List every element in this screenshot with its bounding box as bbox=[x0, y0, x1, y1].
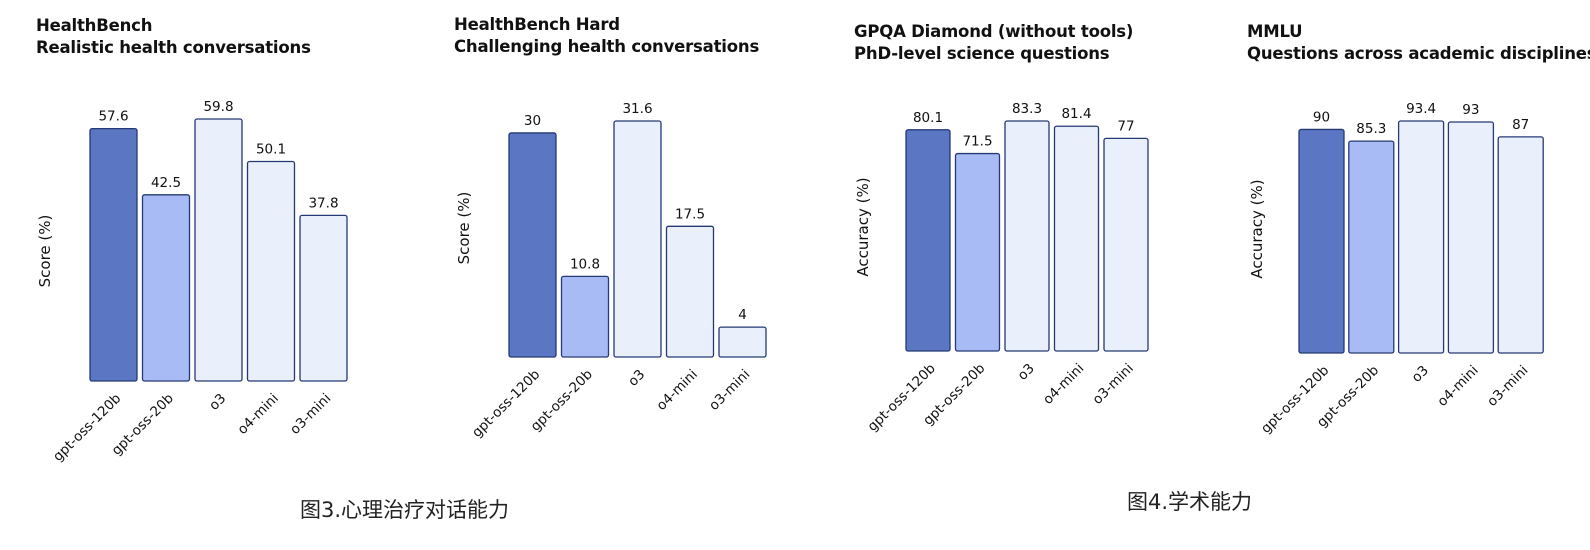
bar-o3 bbox=[1004, 120, 1050, 352]
chart-title: HealthBench Hard bbox=[454, 15, 620, 34]
bar-chart-gpqa-diamond: Accuracy (%)80.1gpt-oss-120b71.5gpt-oss-… bbox=[854, 101, 1149, 435]
x-tick-label: o4-mini bbox=[1434, 363, 1481, 410]
bar-o4-mini bbox=[246, 160, 296, 382]
chart-subtitle: Realistic health conversations bbox=[36, 38, 311, 57]
bar-value-label: 57.6 bbox=[98, 109, 128, 125]
bar-o3 bbox=[613, 120, 662, 358]
bar-o4-mini bbox=[1053, 125, 1100, 352]
bar-gpt-oss-20b bbox=[560, 275, 610, 358]
bar-o3-mini bbox=[1497, 136, 1544, 354]
bar-value-label: 90 bbox=[1313, 109, 1330, 125]
bar-gpt-oss-120b bbox=[1298, 128, 1345, 354]
y-axis-label: Score (%) bbox=[455, 192, 473, 265]
bar-value-label: 80.1 bbox=[913, 110, 943, 126]
chart-title-block: MMLU Questions across academic disciplin… bbox=[1247, 21, 1590, 65]
bar-value-label: 85.3 bbox=[1356, 121, 1386, 137]
chart-title-block: HealthBench Hard Challenging health conv… bbox=[454, 14, 759, 58]
bar-gpt-oss-20b bbox=[141, 194, 191, 382]
bar-value-label: 83.3 bbox=[1012, 101, 1042, 117]
bar-value-label: 59.8 bbox=[203, 99, 233, 115]
y-axis-label: Score (%) bbox=[36, 215, 54, 288]
figure-caption-3: 图3.心理治疗对话能力 bbox=[300, 498, 510, 522]
bar-o3-mini bbox=[1103, 137, 1149, 352]
x-tick-label: o3-mini bbox=[1484, 363, 1531, 410]
chart-subtitle: PhD-level science questions bbox=[854, 44, 1110, 63]
bar-value-label: 50.1 bbox=[256, 141, 286, 157]
bar-o4-mini bbox=[665, 225, 715, 358]
bar-o3 bbox=[1397, 120, 1445, 354]
x-tick-label: o3 bbox=[1409, 363, 1432, 386]
bar-value-label: 87 bbox=[1512, 117, 1529, 133]
chart-subtitle: Challenging health conversations bbox=[454, 37, 760, 56]
bar-gpt-oss-120b bbox=[89, 127, 138, 382]
bar-value-label: 10.8 bbox=[570, 256, 600, 272]
bar-value-label: 93 bbox=[1462, 102, 1479, 118]
bar-value-label: 30 bbox=[524, 113, 541, 129]
bar-value-label: 93.4 bbox=[1406, 101, 1436, 117]
bar-gpt-oss-20b bbox=[954, 152, 1001, 352]
bar-o3 bbox=[194, 118, 243, 382]
bar-chart-mmlu: Accuracy (%)90gpt-oss-120b85.3gpt-oss-20… bbox=[1248, 101, 1544, 437]
bar-value-label: 4 bbox=[738, 307, 747, 323]
bar-gpt-oss-120b bbox=[905, 129, 951, 352]
bar-value-label: 77 bbox=[1117, 118, 1134, 134]
chart-title: GPQA Diamond (without tools) bbox=[854, 22, 1134, 41]
bar-value-label: 37.8 bbox=[308, 195, 338, 211]
y-axis-label: Accuracy (%) bbox=[854, 177, 872, 276]
bar-o4-mini bbox=[1447, 121, 1495, 354]
chart-title-block: HealthBench Realistic health conversatio… bbox=[36, 15, 311, 59]
bar-value-label: 31.6 bbox=[622, 101, 652, 117]
bar-o3-mini bbox=[718, 326, 767, 358]
bar-value-label: 42.5 bbox=[151, 175, 181, 191]
chart-title-block: GPQA Diamond (without tools) PhD-level s… bbox=[854, 21, 1133, 65]
y-axis-label: Accuracy (%) bbox=[1248, 179, 1266, 278]
chart-title: HealthBench bbox=[36, 16, 153, 35]
bar-gpt-oss-120b bbox=[508, 132, 557, 358]
bar-o3-mini bbox=[299, 214, 348, 382]
bar-gpt-oss-20b bbox=[1348, 140, 1395, 354]
bar-value-label: 81.4 bbox=[1061, 106, 1091, 122]
bar-value-label: 71.5 bbox=[962, 134, 992, 150]
chart-title: MMLU bbox=[1247, 22, 1303, 41]
bar-chart-healthbench: Score (%)57.6gpt-oss-120b42.5gpt-oss-20b… bbox=[36, 99, 348, 465]
bar-value-label: 17.5 bbox=[675, 206, 705, 222]
chart-subtitle: Questions across academic disciplines bbox=[1247, 44, 1590, 63]
figure-caption-4: 图4.学术能力 bbox=[1127, 490, 1253, 514]
bar-chart-healthbench-hard: Score (%)30gpt-oss-120b10.8gpt-oss-20b31… bbox=[455, 101, 767, 441]
